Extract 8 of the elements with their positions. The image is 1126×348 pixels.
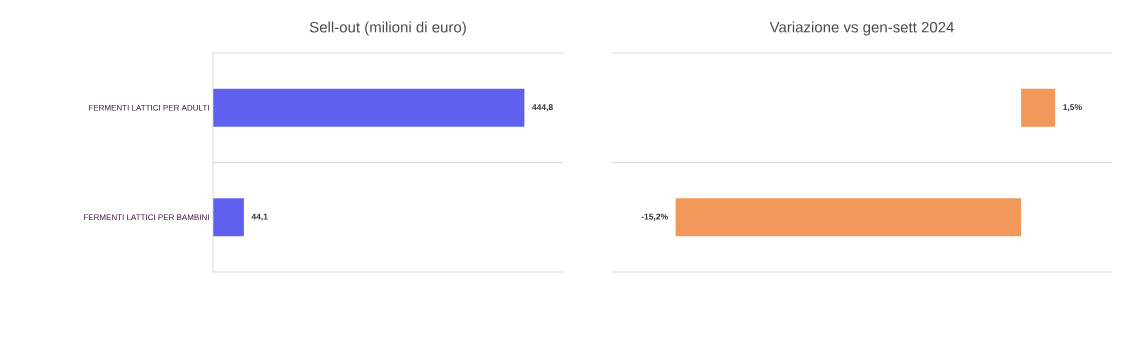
chart-title: Variazione vs gen-sett 2024 [769, 21, 954, 36]
data-label: 444,8 [532, 104, 553, 112]
data-label: -15,2% [641, 213, 668, 221]
data-label: 44,1 [251, 213, 268, 221]
data-label: 1,5% [1063, 104, 1082, 112]
chart-title: Sell-out (milioni di euro) [309, 21, 466, 36]
y-tick-label: FERMENTI LATTICI PER ADULTI [89, 104, 209, 111]
y-tick-label: FERMENTI LATTICI PER BAMBINI [84, 214, 209, 221]
